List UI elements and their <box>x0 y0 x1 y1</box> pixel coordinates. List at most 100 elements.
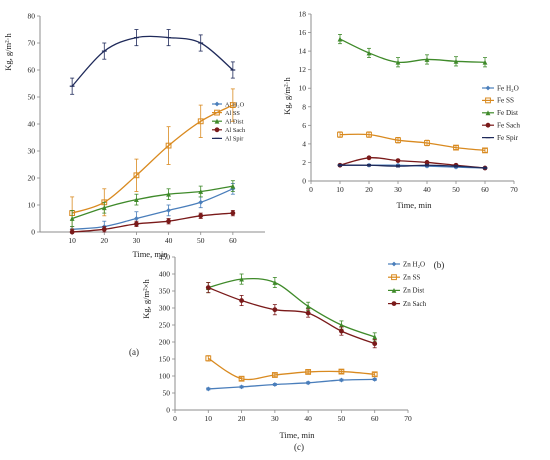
legend-marker <box>485 110 491 116</box>
series-line <box>339 157 486 169</box>
data-point <box>339 322 344 328</box>
y-tick-label: 10 <box>28 201 36 210</box>
data-point <box>69 229 75 235</box>
data-point <box>305 369 312 375</box>
y-tick-label: 100 <box>159 372 171 381</box>
data-point <box>166 208 171 213</box>
legend-marker <box>214 109 220 116</box>
data-point <box>395 137 401 144</box>
y-tick-label: 14 <box>299 47 307 56</box>
data-point <box>453 144 459 151</box>
x-tick-label: 40 <box>423 185 431 194</box>
legend-item: Zn H₂O <box>388 260 425 268</box>
legend-item: Zn Sach <box>388 300 427 308</box>
legend-item: Zn Dist <box>388 287 424 295</box>
data-point <box>205 355 212 362</box>
x-tick-label: 20 <box>101 236 109 245</box>
legend-label: Zn SS <box>403 274 420 282</box>
legend-marker <box>391 288 397 293</box>
data-point <box>134 221 139 227</box>
series-line <box>71 185 233 220</box>
series-line <box>208 286 375 345</box>
series-line <box>339 133 486 152</box>
panel-caption: (c) <box>294 442 304 452</box>
x-axis-label: Time, min <box>132 249 168 259</box>
y-tick-label: 12 <box>299 65 307 74</box>
y-tick-label: 250 <box>159 321 171 330</box>
y-tick-label: 20 <box>28 174 36 183</box>
data-point <box>272 307 278 313</box>
legend-item: Zn SS <box>388 274 420 282</box>
x-axis-label: Time, min <box>396 200 432 210</box>
y-tick-label: 30 <box>28 147 36 156</box>
data-point <box>337 131 343 138</box>
data-point <box>69 216 75 221</box>
legend-item: Fe H₂O <box>482 84 519 92</box>
series-ss <box>205 355 378 382</box>
data-point <box>133 172 140 179</box>
series-dist <box>69 180 236 228</box>
y-tick-label: 70 <box>28 39 36 48</box>
data-point <box>197 118 204 125</box>
series-ss <box>337 131 488 154</box>
data-point <box>366 50 372 56</box>
series-spir <box>337 163 488 170</box>
data-point <box>271 372 278 378</box>
legend-marker <box>214 118 220 124</box>
x-tick-label: 50 <box>338 414 346 423</box>
panel-caption: (b) <box>434 260 445 270</box>
series-line <box>72 212 233 233</box>
y-tick-label: 6 <box>302 121 306 130</box>
x-tick-label: 20 <box>365 185 373 194</box>
series-line <box>71 35 234 87</box>
data-point <box>424 57 430 62</box>
data-point <box>337 36 343 42</box>
data-point <box>205 285 211 290</box>
x-tick-label: 10 <box>336 185 344 194</box>
series-sach <box>205 282 378 349</box>
data-point <box>198 189 204 194</box>
legend-label: Zn H₂O <box>403 260 425 268</box>
legend-label: Zn Dist <box>403 287 424 295</box>
legend-marker <box>485 122 491 128</box>
data-point <box>229 102 236 108</box>
series-spir <box>69 29 236 95</box>
chart-panel-b: 0 2 4 6 8 10 12 14 16 18 0 10 20 30 40 50 60 70 Fe H₂O Fe S… <box>282 10 520 271</box>
data-point <box>395 59 401 65</box>
data-point <box>366 155 372 161</box>
data-point <box>482 59 488 65</box>
x-tick-label: 60 <box>229 236 237 245</box>
series-line <box>339 164 486 169</box>
data-point <box>424 140 430 146</box>
y-tick-label: 150 <box>159 355 171 364</box>
legend-label: Al Sach <box>225 127 246 134</box>
legend-marker <box>214 101 220 107</box>
x-tick-label: 60 <box>481 185 489 194</box>
legend-label: Fe Dist <box>497 109 518 117</box>
x-axis-label: Time, min <box>279 430 315 440</box>
data-point <box>230 210 236 216</box>
data-point <box>371 371 378 378</box>
series-line <box>208 277 375 338</box>
series-h2o <box>205 377 378 392</box>
y-tick-label: 200 <box>159 338 171 347</box>
y-tick-label: 350 <box>159 287 171 296</box>
x-tick-label: 10 <box>68 236 76 245</box>
chart-panel-c: 0 50 100 150 200 250 300 350 400 450 0 10 20 30 40 50 60… <box>141 253 427 453</box>
series-sach <box>337 155 488 171</box>
x-tick-label: 70 <box>510 185 518 194</box>
series-dist <box>205 273 378 342</box>
y-tick-label: 50 <box>28 93 36 102</box>
y-tick-label: 18 <box>299 10 307 19</box>
legend-item: Fe SS <box>482 97 514 105</box>
x-tick-label: 40 <box>165 236 173 245</box>
y-axis-label: Kg, g/m²·h <box>282 77 292 115</box>
data-point <box>239 276 244 282</box>
x-tick-label: 30 <box>394 185 402 194</box>
data-point <box>372 334 378 340</box>
x-tick-label: 30 <box>133 236 141 245</box>
y-tick-label: 2 <box>302 158 306 167</box>
data-point <box>272 280 278 285</box>
y-tick-label: 300 <box>159 304 171 313</box>
